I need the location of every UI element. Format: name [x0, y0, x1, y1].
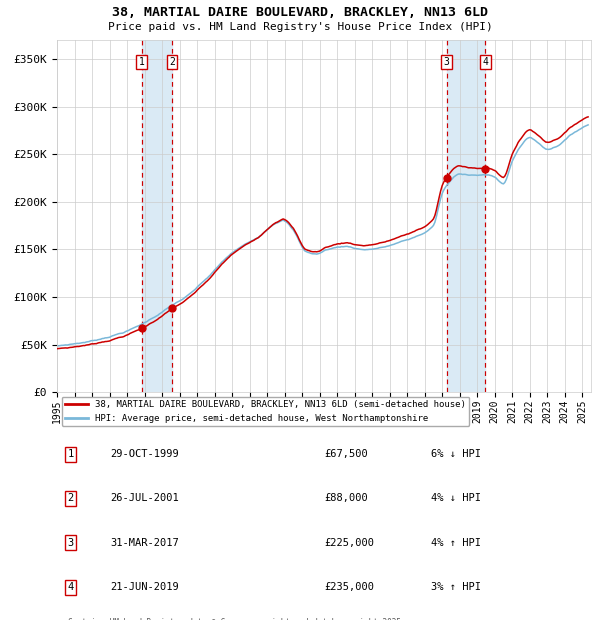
Text: £67,500: £67,500 [324, 449, 368, 459]
Text: Contains HM Land Registry data © Crown copyright and database right 2025.: Contains HM Land Registry data © Crown c… [68, 618, 406, 620]
Text: 4% ↑ HPI: 4% ↑ HPI [431, 538, 481, 548]
Text: 4% ↓ HPI: 4% ↓ HPI [431, 494, 481, 503]
Text: 31-MAR-2017: 31-MAR-2017 [110, 538, 179, 548]
Text: 4: 4 [67, 582, 73, 592]
Text: 1: 1 [139, 57, 145, 67]
Text: 3% ↑ HPI: 3% ↑ HPI [431, 582, 481, 592]
Text: 3: 3 [67, 538, 73, 548]
Text: 26-JUL-2001: 26-JUL-2001 [110, 494, 179, 503]
Text: 21-JUN-2019: 21-JUN-2019 [110, 582, 179, 592]
Text: 2: 2 [67, 494, 73, 503]
Text: £225,000: £225,000 [324, 538, 374, 548]
Text: £235,000: £235,000 [324, 582, 374, 592]
Legend: 38, MARTIAL DAIRE BOULEVARD, BRACKLEY, NN13 6LD (semi-detached house), HPI: Aver: 38, MARTIAL DAIRE BOULEVARD, BRACKLEY, N… [62, 397, 469, 427]
Text: Price paid vs. HM Land Registry's House Price Index (HPI): Price paid vs. HM Land Registry's House … [107, 22, 493, 32]
Text: 2: 2 [169, 57, 175, 67]
Text: 1: 1 [67, 449, 73, 459]
Text: 6% ↓ HPI: 6% ↓ HPI [431, 449, 481, 459]
Text: 4: 4 [482, 57, 488, 67]
Text: 29-OCT-1999: 29-OCT-1999 [110, 449, 179, 459]
Bar [446, 40, 485, 392]
Text: £88,000: £88,000 [324, 494, 368, 503]
Text: 38, MARTIAL DAIRE BOULEVARD, BRACKLEY, NN13 6LD: 38, MARTIAL DAIRE BOULEVARD, BRACKLEY, N… [112, 6, 488, 19]
Bar [142, 40, 172, 392]
Text: 3: 3 [443, 57, 449, 67]
